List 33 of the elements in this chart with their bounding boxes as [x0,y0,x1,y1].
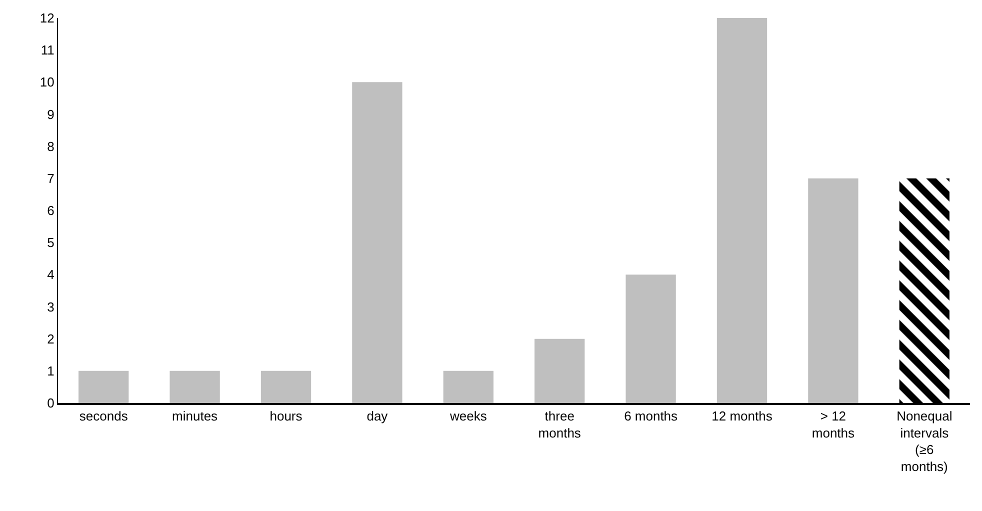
y-tick-label: 3 [47,299,54,314]
bar [808,178,858,403]
y-tick-label: 4 [47,267,54,282]
bar [352,82,402,403]
x-tick-label: weeks [448,408,488,424]
y-tick-label: 6 [47,203,54,218]
bar [260,370,312,403]
x-tick-label: hours [270,408,303,424]
y-tick-label: 5 [47,235,54,250]
bar [443,370,494,403]
y-tick-label: 0 [47,396,54,411]
x-tick-label: > 12 months [812,408,856,440]
y-tick-label: 1 [47,363,54,378]
y-tick-label: 8 [47,138,54,154]
bar [899,178,950,403]
x-tick-label: 12 months [712,408,773,424]
x-tick-label: minutes [172,408,218,424]
y-tick-label: 2 [47,331,54,346]
y-tick-label: 11 [40,42,54,58]
x-tick-label: Nonequal intervals (≥6 months) [896,408,952,474]
y-tick-label: 10 [40,74,54,90]
x-tick-label: seconds [79,408,128,424]
bar [534,338,585,403]
y-tick-label: 7 [47,170,54,186]
bar [626,274,676,403]
bar [170,370,220,403]
x-tick-label: day [366,408,388,424]
x-tick-label: three months [538,408,582,440]
bar [78,370,129,403]
x-tick-label: 6 months [624,408,678,424]
y-tick-label: 12 [40,10,54,26]
y-tick-label: 9 [47,106,54,122]
bar [716,18,768,403]
